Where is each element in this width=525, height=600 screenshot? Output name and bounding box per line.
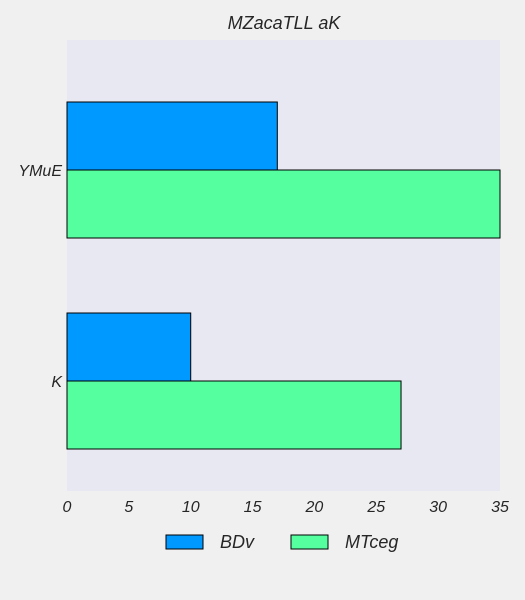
chart-title: MZacaTLL aK (228, 13, 342, 33)
x-tick-label-30: 30 (429, 499, 447, 516)
legend-swatch-mtceg (290, 534, 329, 550)
bars-group (66, 101, 501, 450)
y-tick-label-ymue: YMuE (18, 163, 62, 180)
bar-bdv-ymue (66, 101, 278, 171)
legend-label-mtceg: MTceg (345, 532, 398, 552)
x-tick-label-20: 20 (305, 499, 324, 516)
x-tick-label-35: 35 (491, 499, 509, 516)
x-tick-labels: 0 5 10 15 20 25 30 35 (63, 499, 509, 516)
bar-bdv-k (66, 312, 192, 382)
bar-mtceg-ymue (66, 169, 501, 239)
x-tick-label-5: 5 (124, 499, 133, 516)
y-tick-labels: YMuE K (18, 163, 63, 391)
y-tick-label-k: K (51, 374, 63, 391)
x-tick-label-25: 25 (366, 499, 385, 516)
legend-label-bdv: BDv (220, 532, 255, 552)
bar-mtceg-k (66, 380, 402, 450)
x-tick-label-0: 0 (63, 499, 72, 516)
legend-swatch-bdv (165, 534, 204, 550)
legend: BDv MTceg (165, 532, 398, 552)
x-tick-label-15: 15 (244, 499, 262, 516)
x-tick-label-10: 10 (182, 499, 200, 516)
